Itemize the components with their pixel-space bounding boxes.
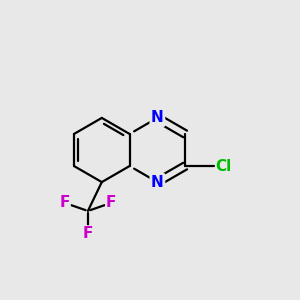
Text: Cl: Cl bbox=[215, 158, 232, 173]
Text: N: N bbox=[151, 175, 164, 190]
Text: N: N bbox=[151, 110, 164, 125]
Text: F: F bbox=[60, 195, 70, 210]
Text: F: F bbox=[106, 195, 116, 210]
Text: F: F bbox=[83, 226, 93, 241]
